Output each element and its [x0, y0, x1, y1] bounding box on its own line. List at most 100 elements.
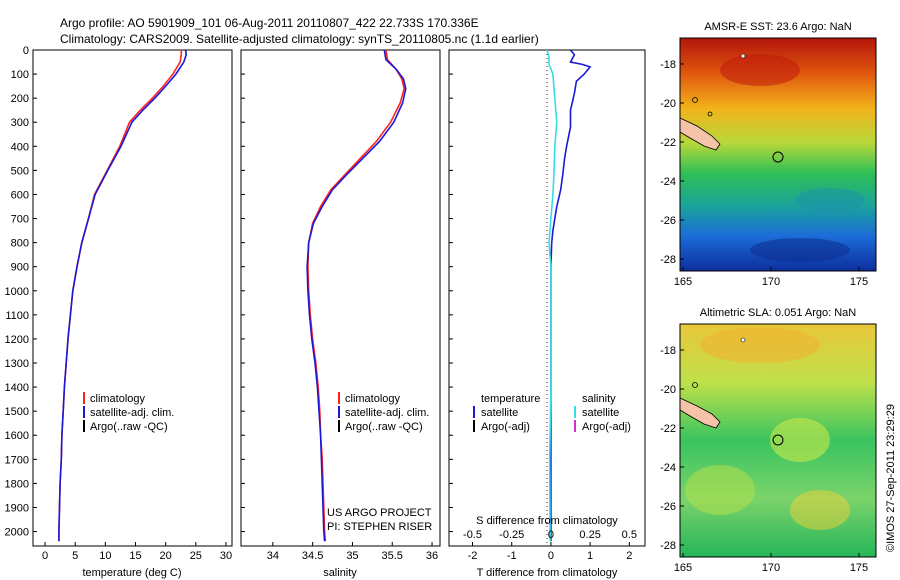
difference-series	[546, 49, 592, 542]
series-line-salinity-satellite	[546, 49, 558, 542]
x-tick-label: 0	[42, 550, 48, 562]
x-tick-label: 1	[587, 550, 593, 562]
sla-lon-ticks: 165 170 175	[674, 553, 868, 574]
x-tick-label: 20	[160, 550, 172, 562]
x-tick-label: 15	[129, 550, 141, 562]
new-caledonia-land	[679, 397, 721, 429]
depth-tick-label: 900	[11, 262, 29, 274]
island-marker	[707, 111, 713, 117]
x-tick-label: 5	[72, 550, 78, 562]
t-difference-label: T difference from climatology	[477, 567, 618, 579]
legend-argo-raw: Argo(..raw -QC)	[345, 421, 423, 433]
float-position-marker	[772, 151, 784, 163]
series-line-climatology	[58, 50, 183, 542]
sla-map: Altimetric SLA: 0.051 Argo: NaN -18 -20 -2…	[660, 307, 877, 574]
difference-legend: temperature satellite Argo(-adj) salinit…	[473, 393, 631, 433]
x-tick-label: 25	[190, 550, 202, 562]
lon-tick-label: 165	[674, 562, 692, 574]
island-marker	[740, 337, 746, 343]
salinity-axes-frame	[240, 49, 441, 547]
legend-argo-raw: Argo(..raw -QC)	[90, 421, 168, 433]
lon-tick-label: 170	[762, 276, 780, 288]
depth-tick-label: 1300	[5, 358, 29, 370]
sst-map: AMSR-E SST: 23.6 Argo: NaN -18-20-22-24-…	[660, 21, 877, 288]
lat-tick-label: -20	[660, 98, 676, 110]
sla-high-patch	[685, 465, 755, 515]
pi-credit: PI: STEPHEN RISER	[327, 521, 432, 533]
series-line-satellite-adj-clim-	[306, 49, 407, 542]
salinity-series	[306, 49, 407, 542]
island-marker	[692, 97, 698, 103]
sst-lat-ticks: -18 -20 -22 -24 -26 -28	[660, 59, 684, 266]
lon-tick-label: 165	[674, 276, 692, 288]
header-line1: Argo profile: AO 5901909_101 06-Aug-2011…	[60, 16, 479, 30]
depth-tick-label: 1400	[5, 382, 29, 394]
s-tick-label: -0.25	[499, 529, 524, 541]
depth-tick-label: 1000	[5, 286, 29, 298]
sla-high-patch	[700, 327, 820, 363]
lat-tick-label: -20	[660, 384, 676, 396]
sst-map-title: AMSR-E SST: 23.6 Argo: NaN	[704, 21, 851, 33]
salinity-legend: climatology satellite-adj. clim. Argo(..…	[338, 392, 429, 433]
lat-tick-label: -24	[660, 176, 676, 188]
timestamp-stamp: ©IMOS 27-Sep-2011 23:29:29	[885, 404, 897, 552]
s-tick-label: 0.25	[579, 529, 600, 541]
lat-tick-label: -18	[660, 59, 676, 71]
lat-tick-label: -22	[660, 423, 676, 435]
depth-tick-label: 1200	[5, 334, 29, 346]
lat-tick-label: -28	[660, 540, 676, 552]
sst-cold-patch	[750, 238, 850, 262]
x-tick-label: 10	[99, 550, 111, 562]
depth-tick-label: 200	[11, 93, 29, 105]
sla-lat-ticks: -18 -20 -22 -24 -26 -28	[660, 345, 684, 552]
temperature-xlabel: temperature (deg C)	[82, 567, 181, 579]
legend-t-satellite: satellite	[481, 407, 518, 419]
legend-t-argo: Argo(-adj)	[481, 421, 530, 433]
header-line2: Climatology: CARS2009. Satellite-adjuste…	[60, 32, 539, 46]
depth-tick-label: 800	[11, 238, 29, 250]
difference-ticks: -2 -1 0 1 2	[468, 542, 632, 562]
x-tick-label: 34	[267, 550, 279, 562]
float-position-marker	[772, 434, 784, 446]
x-tick-label: -2	[468, 550, 478, 562]
sst-map-frame	[679, 37, 877, 272]
depth-tick-label: 0	[23, 45, 29, 57]
s-tick-label: 0	[548, 529, 554, 541]
sst-lon-ticks: 165 170 175	[674, 267, 868, 288]
depth-tick-label: 1500	[5, 406, 29, 418]
salinity-xlabel: salinity	[323, 567, 357, 579]
lat-tick-label: -26	[660, 501, 676, 513]
sst-cool-patch	[795, 188, 865, 212]
x-tick-label: 2	[626, 550, 632, 562]
s-difference-ticks: -0.5 -0.25 0 0.25 0.5	[463, 529, 637, 541]
depth-tick-label: 1900	[5, 502, 29, 514]
lat-tick-label: -18	[660, 345, 676, 357]
depth-tick-label: 1600	[5, 430, 29, 442]
series-line-satellite-adj-clim-	[58, 49, 188, 542]
depth-tick-label: 1800	[5, 478, 29, 490]
difference-panel: -2 -1 0 1 2 temperature satellite Argo(-adj)…	[448, 49, 646, 579]
depth-tick-label: 500	[11, 165, 29, 177]
legend-temperature: temperature	[481, 393, 540, 405]
temperature-legend: climatology satellite-adj. clim. Argo(..…	[83, 392, 174, 433]
x-tick-label: 36	[426, 550, 438, 562]
depth-tick-label: 400	[11, 141, 29, 153]
island-marker	[692, 382, 698, 388]
x-tick-label: 34.5	[302, 550, 323, 562]
depth-tick-label: 700	[11, 214, 29, 226]
lon-tick-label: 175	[850, 276, 868, 288]
island-marker	[740, 53, 746, 59]
lat-tick-label: -28	[660, 254, 676, 266]
depth-tick-label: 2000	[5, 527, 29, 539]
depth-tick-label: 600	[11, 189, 29, 201]
legend-s-satellite: satellite	[582, 407, 619, 419]
s-tick-label: -0.5	[463, 529, 482, 541]
lat-tick-label: -26	[660, 215, 676, 227]
sla-high-patch	[790, 490, 850, 530]
sst-warm-patch	[720, 54, 800, 86]
x-tick-label: 0	[548, 550, 554, 562]
temperature-ticks: 0 5 10 15 20 25 30	[42, 542, 232, 562]
series-line-temperature-satellite	[550, 49, 592, 542]
depth-tick-label: 1700	[5, 454, 29, 466]
depth-tick-label: 100	[11, 69, 29, 81]
